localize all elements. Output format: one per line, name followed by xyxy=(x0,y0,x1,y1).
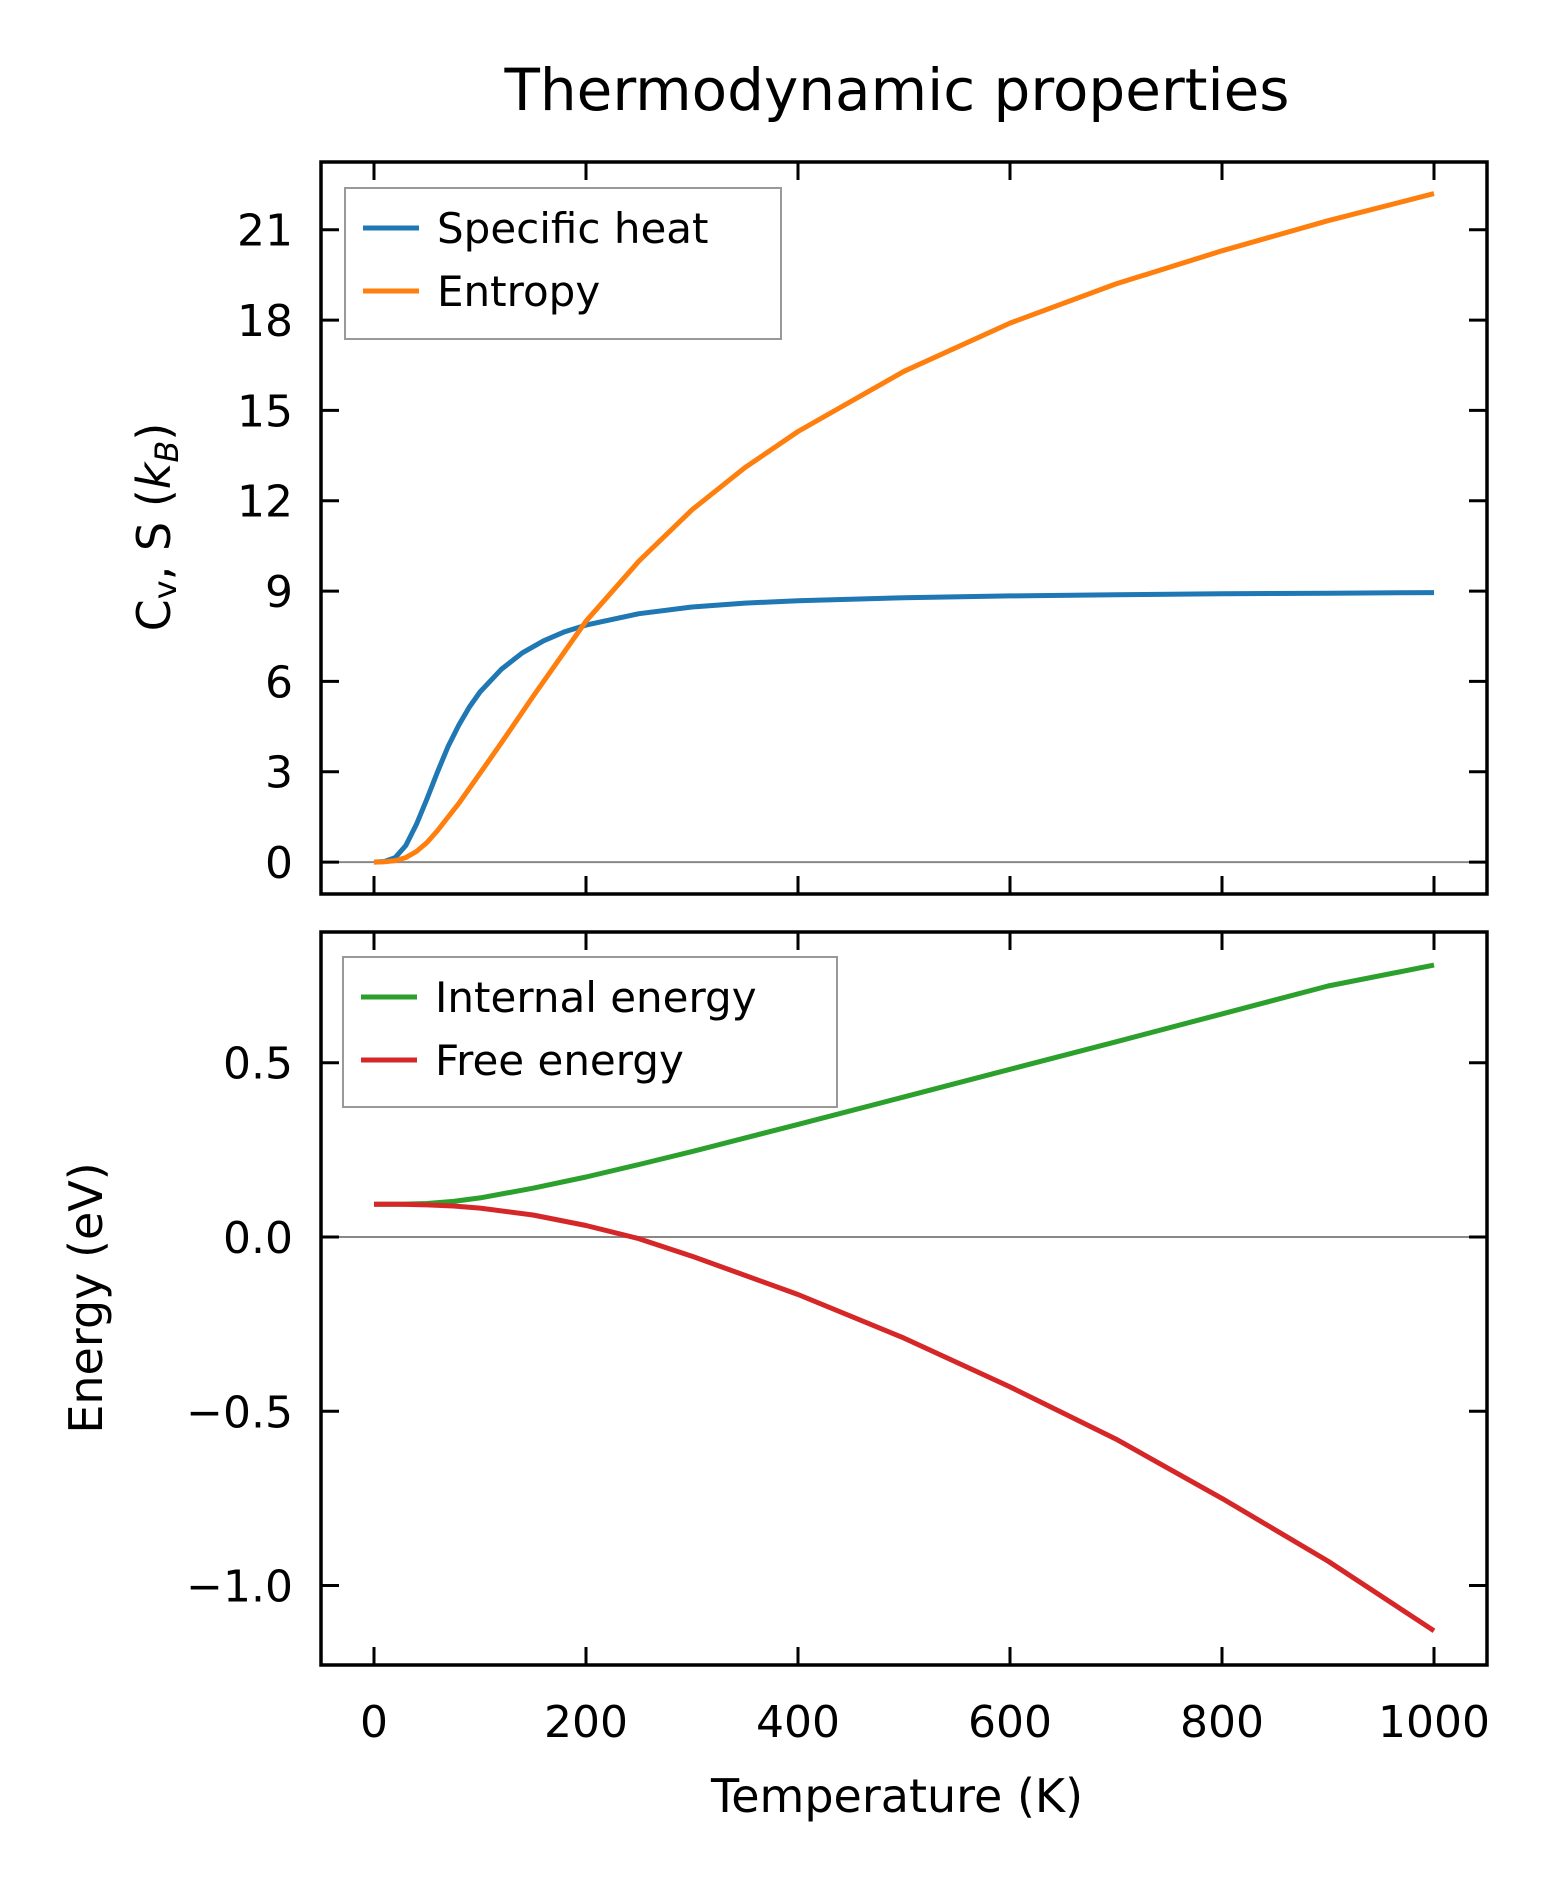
y-tick-label: 18 xyxy=(237,296,293,347)
series-line-entropy xyxy=(373,191,1435,865)
y-tick-label: 21 xyxy=(237,206,293,257)
legend-label: Free energy xyxy=(435,1036,684,1085)
y-tick-label: 3 xyxy=(265,748,293,799)
legend-label: Internal energy xyxy=(435,973,757,1022)
x-tick-label: 0 xyxy=(360,1697,388,1748)
legend: Internal energy Free energy xyxy=(342,956,838,1108)
chart-title: Thermodynamic properties xyxy=(503,56,1289,124)
top-panel: 0 3 6 9 12 15 18 21 Specific heat Entropy xyxy=(237,160,1489,896)
legend-label: Entropy xyxy=(437,267,600,316)
y-tick-label: 6 xyxy=(265,657,293,708)
axes-frame xyxy=(319,930,1489,1667)
series-line-specific-heat xyxy=(373,590,1435,865)
bottom-y-axis-label: Energy (eV) xyxy=(59,1162,113,1433)
x-tick-label: 200 xyxy=(544,1697,628,1748)
legend-box xyxy=(344,187,782,340)
x-tick-label: 600 xyxy=(968,1697,1052,1748)
legend: Specific heat Entropy xyxy=(344,187,782,340)
bottom-panel: 0 200 400 600 800 1000 0.5 0.0 −0.5 −1.0 Internal … xyxy=(186,930,1490,1748)
axes-frame xyxy=(319,160,1489,896)
y-tick-label: 0.5 xyxy=(223,1039,293,1090)
y-tick-label: 15 xyxy=(237,386,293,437)
top-y-axis-label: Cv, S (kB) xyxy=(127,423,186,632)
y-tick-label: −0.5 xyxy=(186,1387,293,1438)
x-axis-label: Temperature (K) xyxy=(710,1769,1083,1823)
x-tick-label: 1000 xyxy=(1378,1697,1490,1748)
series-line-internal-energy xyxy=(374,962,1435,1207)
series-line-free-energy xyxy=(374,1201,1436,1633)
y-tick-label: 0 xyxy=(265,838,293,889)
legend-label: Specific heat xyxy=(437,204,708,253)
y-tick-label: −1.0 xyxy=(186,1562,293,1613)
y-tick-label: 0.0 xyxy=(223,1213,293,1264)
x-tick-label: 800 xyxy=(1180,1697,1264,1748)
x-tick-label: 400 xyxy=(756,1697,840,1748)
y-tick-label: 9 xyxy=(265,567,293,618)
y-tick-label: 12 xyxy=(237,477,293,528)
legend-box xyxy=(342,956,838,1108)
